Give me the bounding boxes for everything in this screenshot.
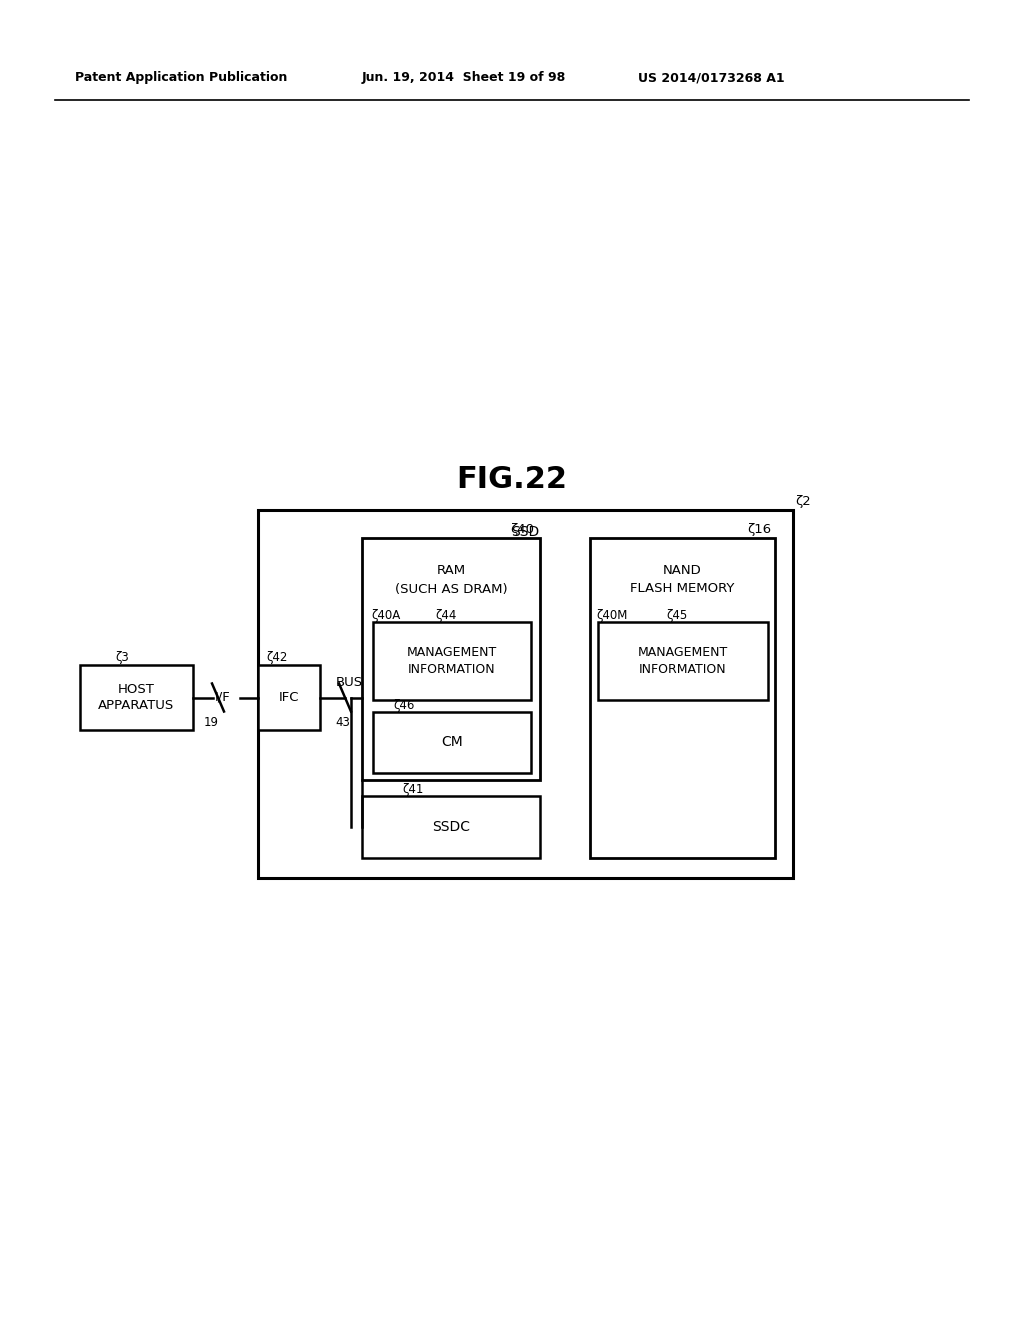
Text: MANAGEMENT
INFORMATION: MANAGEMENT INFORMATION <box>407 645 497 676</box>
Bar <box>258 665 319 730</box>
Text: RAM
(SUCH AS DRAM): RAM (SUCH AS DRAM) <box>394 565 507 595</box>
Text: ζ16: ζ16 <box>746 524 771 536</box>
Text: ζ40: ζ40 <box>510 524 534 536</box>
Text: I/F: I/F <box>215 690 230 704</box>
Text: ζ3: ζ3 <box>115 652 129 664</box>
Bar <box>362 796 540 858</box>
Text: Patent Application Publication: Patent Application Publication <box>75 71 288 84</box>
Text: ζ40M: ζ40M <box>596 609 628 622</box>
Text: SSD: SSD <box>511 525 540 539</box>
Text: BUS: BUS <box>336 676 364 689</box>
Text: US 2014/0173268 A1: US 2014/0173268 A1 <box>638 71 784 84</box>
Text: 19: 19 <box>204 715 219 729</box>
Bar <box>373 711 531 774</box>
Text: Jun. 19, 2014  Sheet 19 of 98: Jun. 19, 2014 Sheet 19 of 98 <box>362 71 566 84</box>
Bar <box>598 622 768 700</box>
Text: ζ40A: ζ40A <box>371 609 400 622</box>
Text: ζ45: ζ45 <box>666 609 687 622</box>
Bar <box>590 539 775 858</box>
Text: ζ41: ζ41 <box>402 783 423 796</box>
Text: NAND
FLASH MEMORY: NAND FLASH MEMORY <box>631 565 734 595</box>
Text: IFC: IFC <box>279 690 299 704</box>
Bar <box>258 510 793 878</box>
Text: ζ46: ζ46 <box>393 698 415 711</box>
Text: CM: CM <box>441 735 463 750</box>
Text: ζ2: ζ2 <box>795 495 811 508</box>
Bar <box>80 665 193 730</box>
Text: 43: 43 <box>335 715 350 729</box>
Text: FIG.22: FIG.22 <box>457 466 567 495</box>
Text: HOST
APPARATUS: HOST APPARATUS <box>98 682 175 711</box>
Bar <box>362 539 540 780</box>
Text: MANAGEMENT
INFORMATION: MANAGEMENT INFORMATION <box>638 645 728 676</box>
Bar <box>373 622 531 700</box>
Text: SSDC: SSDC <box>432 820 470 834</box>
Text: ζ42: ζ42 <box>266 652 288 664</box>
Text: ζ44: ζ44 <box>435 609 457 622</box>
